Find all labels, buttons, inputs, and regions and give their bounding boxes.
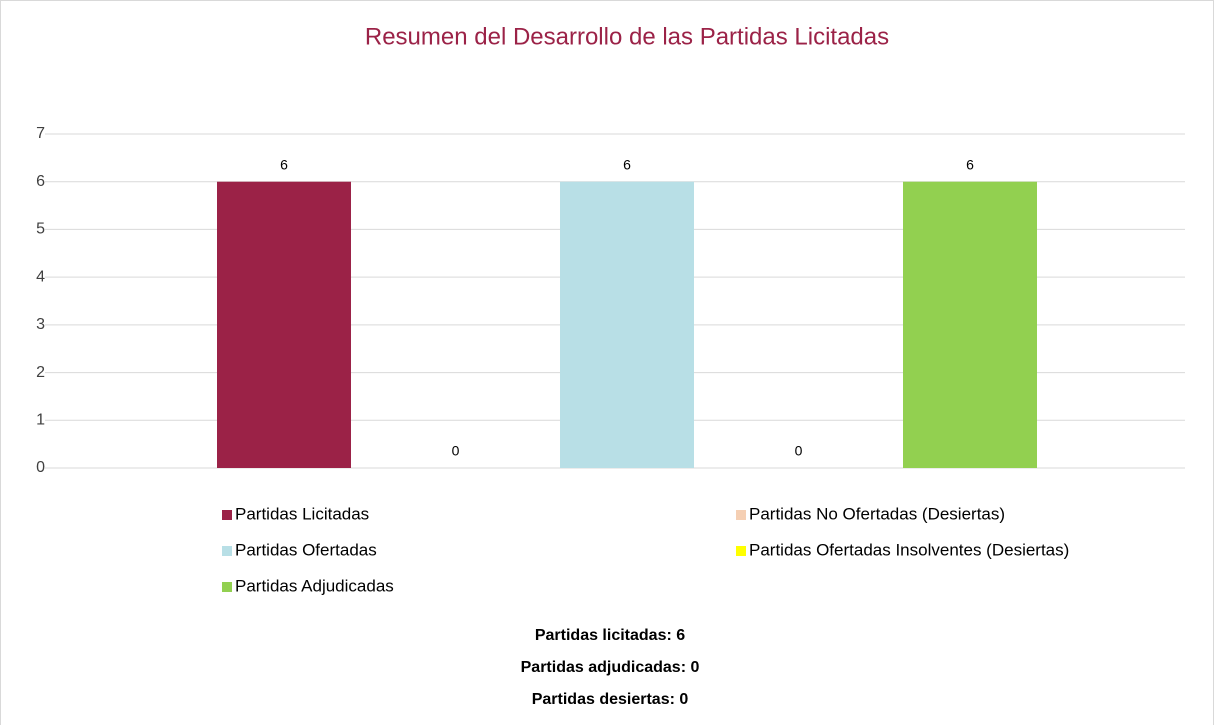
legend-swatch	[222, 546, 232, 556]
y-tick-label: 7	[36, 125, 45, 142]
y-tick-label: 2	[36, 364, 45, 381]
data-label: 6	[280, 156, 288, 172]
summary-line: Partidas adjudicadas: 0	[521, 659, 700, 676]
legend-label: Partidas Adjudicadas	[235, 576, 394, 595]
legend-label: Partidas No Ofertadas (Desiertas)	[749, 504, 1005, 523]
bar	[560, 181, 694, 468]
legend-swatch	[736, 510, 746, 520]
bar	[217, 181, 351, 468]
legend-swatch	[736, 546, 746, 556]
legend-label: Partidas Ofertadas Insolventes (Desierta…	[749, 540, 1069, 559]
data-label: 6	[966, 156, 974, 172]
y-tick-label: 0	[36, 459, 45, 476]
chart-title: Resumen del Desarrollo de las Partidas L…	[365, 23, 889, 50]
summary-line: Partidas desiertas: 0	[532, 691, 689, 708]
legend-label: Partidas Ofertadas	[235, 540, 377, 559]
legend-swatch	[222, 582, 232, 592]
summary-line: Partidas licitadas: 6	[535, 627, 685, 644]
data-label: 0	[795, 443, 803, 459]
y-tick-label: 6	[36, 173, 45, 190]
y-tick-label: 3	[36, 316, 45, 333]
legend-swatch	[222, 510, 232, 520]
bar	[903, 181, 1037, 468]
y-tick-label: 4	[36, 268, 45, 285]
data-label: 6	[623, 156, 631, 172]
legend-label: Partidas Licitadas	[235, 504, 369, 523]
y-tick-label: 1	[36, 412, 45, 429]
data-label: 0	[452, 443, 460, 459]
y-tick-label: 5	[36, 221, 45, 238]
